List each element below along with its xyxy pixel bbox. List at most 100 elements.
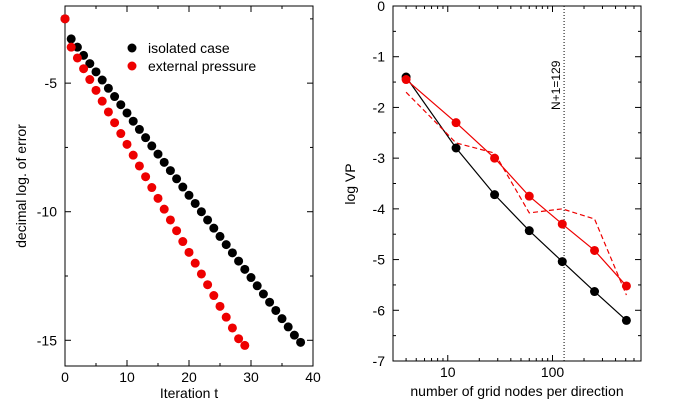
right-y-tick-label: 0 [377, 0, 385, 14]
isolated-case-point [221, 240, 231, 250]
left-y-tick-label: -10 [37, 204, 57, 220]
right-series-point-0 [621, 315, 631, 325]
external-pressure-point [190, 258, 200, 268]
right-series-point-1 [401, 75, 411, 85]
legend-marker-isolated [127, 43, 137, 53]
right-y-axis-title: log VP [342, 163, 358, 204]
right-series-point-0 [451, 143, 461, 153]
left-x-tick-label: 30 [243, 369, 259, 385]
right-chart: 10 100 0 -1 -2 -3 -4 -5 -6 -7 N+1=129 number of … [342, 0, 642, 399]
right-y-tick-label: -4 [373, 201, 386, 217]
right-x-tick-label: 10 [440, 364, 456, 380]
right-series-line-0 [405, 76, 627, 321]
isolated-case-point [178, 182, 188, 192]
external-pressure-point [172, 226, 182, 236]
right-y-tick-label: -3 [373, 150, 386, 166]
right-series-point-1 [621, 281, 631, 291]
external-pressure-point [91, 85, 101, 95]
external-pressure-point [203, 280, 213, 290]
isolated-case-point [66, 34, 76, 44]
isolated-case-point [227, 248, 237, 258]
right-series-point-1 [590, 245, 600, 255]
isolated-case-point [141, 133, 151, 143]
external-pressure-point [128, 150, 138, 160]
isolated-case-point [122, 108, 132, 118]
right-y-axis: 0 -1 -2 -3 -4 -5 -6 -7 [373, 0, 641, 369]
right-series-point-0 [524, 226, 534, 236]
right-series-point-0 [490, 190, 500, 200]
isolated-case-point [147, 141, 157, 151]
external-pressure-point [209, 291, 219, 301]
isolated-case-point [128, 116, 138, 126]
isolated-case-point [258, 289, 268, 299]
isolated-case-point [240, 264, 250, 274]
external-pressure-point [240, 340, 250, 350]
external-pressure-point [165, 215, 175, 225]
right-series-point-1 [524, 191, 534, 201]
right-y-tick-label: -5 [373, 252, 386, 268]
left-y-tick-label: -15 [37, 332, 57, 348]
external-pressure-point [60, 14, 70, 24]
isolated-case-point [172, 174, 182, 184]
external-pressure-point [116, 129, 126, 139]
external-pressure-point [134, 161, 144, 171]
right-series-point-1 [557, 219, 567, 229]
isolated-case-point [296, 337, 306, 347]
isolated-case-point [184, 190, 194, 200]
isolated-case-point [203, 215, 213, 225]
grid-size-label: N+1=129 [549, 60, 563, 110]
isolated-case-point [134, 124, 144, 134]
external-pressure-point [215, 301, 225, 311]
isolated-case-point [252, 281, 262, 291]
grid-size-annotation: N+1=129 [549, 6, 565, 361]
isolated-case-point [103, 83, 113, 93]
external-pressure-point [221, 312, 231, 322]
isolated-case-point [246, 273, 256, 283]
external-pressure-point [122, 139, 132, 149]
left-y-axis-title: decimal log. of error [13, 124, 29, 248]
external-pressure-point [72, 53, 82, 63]
external-pressure-point [159, 204, 169, 214]
isolated-case-point [215, 231, 225, 241]
external-pressure-point [79, 64, 89, 74]
right-y-tick-label: -1 [373, 49, 386, 65]
external-pressure-point [234, 334, 244, 344]
isolated-case-point [116, 100, 126, 110]
right-series-point-0 [590, 287, 600, 297]
left-y-axis: -5 -10 -15 [37, 18, 313, 348]
isolated-case-point [110, 92, 120, 102]
left-x-axis: 0 10 20 30 40 [61, 6, 321, 385]
external-pressure-point [196, 269, 206, 279]
isolated-case-point [91, 67, 101, 77]
isolated-case-point [289, 330, 299, 340]
external-pressure-point [153, 193, 163, 203]
left-x-tick-label: 0 [61, 369, 69, 385]
external-pressure-point [178, 237, 188, 247]
isolated-case-point [277, 314, 287, 324]
left-data-points [60, 14, 306, 350]
isolated-case-point [196, 207, 206, 217]
isolated-case-point [283, 322, 293, 332]
isolated-case-point [159, 157, 169, 167]
external-pressure-point [147, 183, 157, 193]
external-pressure-point [103, 107, 113, 117]
right-x-tick-label: 100 [541, 364, 565, 380]
right-x-axis-title: number of grid nodes per direction [410, 383, 623, 399]
legend-label-isolated: isolated case [148, 40, 230, 56]
isolated-case-point [209, 223, 219, 233]
external-pressure-point [66, 42, 76, 52]
isolated-case-point [234, 256, 244, 266]
right-series-line-1 [405, 79, 627, 287]
isolated-case-point [165, 166, 175, 176]
right-y-tick-label: -6 [373, 302, 386, 318]
left-x-tick-label: 20 [181, 369, 197, 385]
external-pressure-point [141, 172, 151, 182]
external-pressure-point [97, 96, 107, 106]
isolated-case-point [72, 42, 82, 52]
isolated-case-point [265, 297, 275, 307]
right-y-tick-label: -2 [373, 99, 386, 115]
left-x-tick-label: 40 [305, 369, 321, 385]
legend-marker-external [127, 61, 137, 71]
legend: isolated case external pressure [127, 40, 256, 74]
